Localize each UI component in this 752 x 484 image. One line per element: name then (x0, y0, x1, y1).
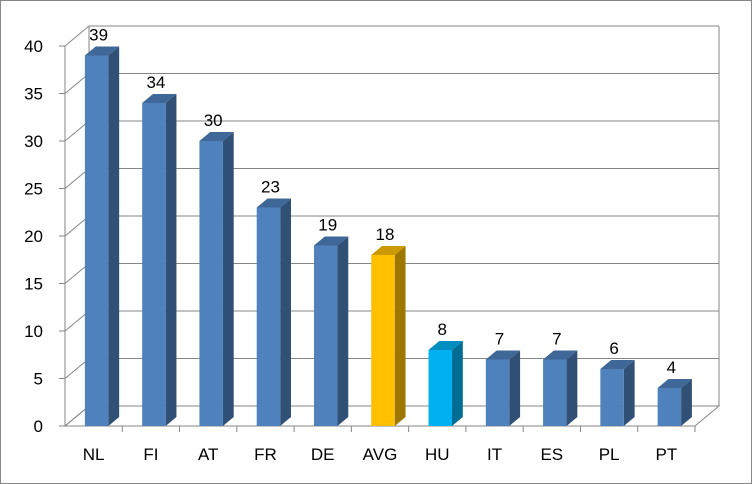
bar-fi (142, 94, 177, 426)
x-category-label: FR (254, 445, 277, 464)
bar-front-face (84, 55, 109, 426)
data-label: 7 (495, 330, 504, 349)
bar-side-face (452, 341, 463, 426)
bar-pt (657, 379, 692, 426)
x-category-label: AVG (363, 445, 398, 464)
bar-front-face (256, 207, 281, 426)
bar-es (543, 350, 578, 426)
x-category-label: PL (599, 445, 620, 464)
bar-hu (428, 341, 463, 426)
bars (84, 46, 692, 426)
bar-front-face (657, 388, 682, 426)
bar-front-face (313, 245, 338, 426)
bar-front-face (199, 141, 223, 426)
y-tick-label: 0 (34, 417, 43, 436)
data-label: 6 (609, 339, 618, 358)
bar-side-face (394, 246, 406, 426)
x-category-label: PT (655, 445, 677, 464)
bar-top-face (485, 350, 521, 360)
bar-top-face (199, 132, 234, 141)
bar-front-face (543, 359, 567, 426)
data-label: 39 (89, 26, 108, 45)
bar-top-face (371, 246, 406, 255)
y-tick-label: 40 (24, 37, 43, 56)
y-tick-label: 30 (24, 132, 43, 151)
axes (59, 45, 696, 432)
bar-top-face (657, 379, 692, 388)
data-label: 30 (204, 111, 223, 130)
y-tick-label: 5 (34, 370, 43, 389)
bar-front-face (428, 350, 453, 426)
y-tick-label: 20 (24, 227, 43, 246)
x-category-label: DE (311, 445, 335, 464)
bar-avg (371, 246, 406, 426)
y-tick-label: 35 (24, 85, 43, 104)
bar-top-face (543, 350, 578, 360)
x-category-label: NL (83, 445, 105, 464)
data-label: 34 (146, 73, 165, 92)
bar-side-face (165, 94, 177, 426)
bar-side-face (108, 46, 120, 426)
bar-front-face (142, 103, 166, 426)
y-tick-label: 25 (24, 180, 43, 199)
bar-side-face (566, 350, 578, 426)
data-label: 23 (261, 178, 280, 197)
x-category-label: ES (540, 445, 563, 464)
bar-fr (256, 198, 291, 426)
bar-front-face (600, 369, 624, 426)
x-category-label: HU (425, 445, 450, 464)
bar-side-face (509, 350, 521, 426)
bar-side-face (623, 360, 635, 426)
y-tick-label: 10 (24, 322, 43, 341)
bar-de (313, 236, 349, 426)
bar-pl (600, 360, 635, 426)
x-category-label: AT (198, 445, 218, 464)
bar-top-face (142, 94, 177, 103)
bar-top-face (313, 236, 349, 246)
bar-nl (84, 46, 120, 426)
bar-top-face (256, 198, 291, 208)
y-tick-label: 15 (24, 275, 43, 294)
data-label: 19 (318, 216, 337, 235)
bar-side-face (337, 236, 349, 426)
data-label: 8 (438, 320, 447, 339)
data-label: 18 (376, 225, 395, 244)
bar-top-face (84, 46, 120, 56)
bar-top-face (428, 341, 463, 350)
side-gridline (64, 25, 90, 47)
labels: 0 5 10 15 20 25 30 35 40 39 NL 34 FI 30 AT 23 FR 19 DE 18 AV… (24, 26, 677, 465)
bar-side-face (222, 132, 234, 426)
chart-floor (63, 405, 721, 427)
data-label: 4 (667, 358, 676, 377)
x-category-label: IT (487, 445, 502, 464)
bar-at (199, 132, 234, 426)
bar-it (485, 350, 521, 426)
bar-side-face (280, 198, 291, 426)
bar-front-face (485, 359, 510, 426)
bar-side-face (681, 379, 692, 426)
data-label: 7 (552, 330, 561, 349)
bar-top-face (600, 360, 635, 369)
x-category-label: FI (143, 445, 158, 464)
bar-front-face (371, 255, 395, 426)
